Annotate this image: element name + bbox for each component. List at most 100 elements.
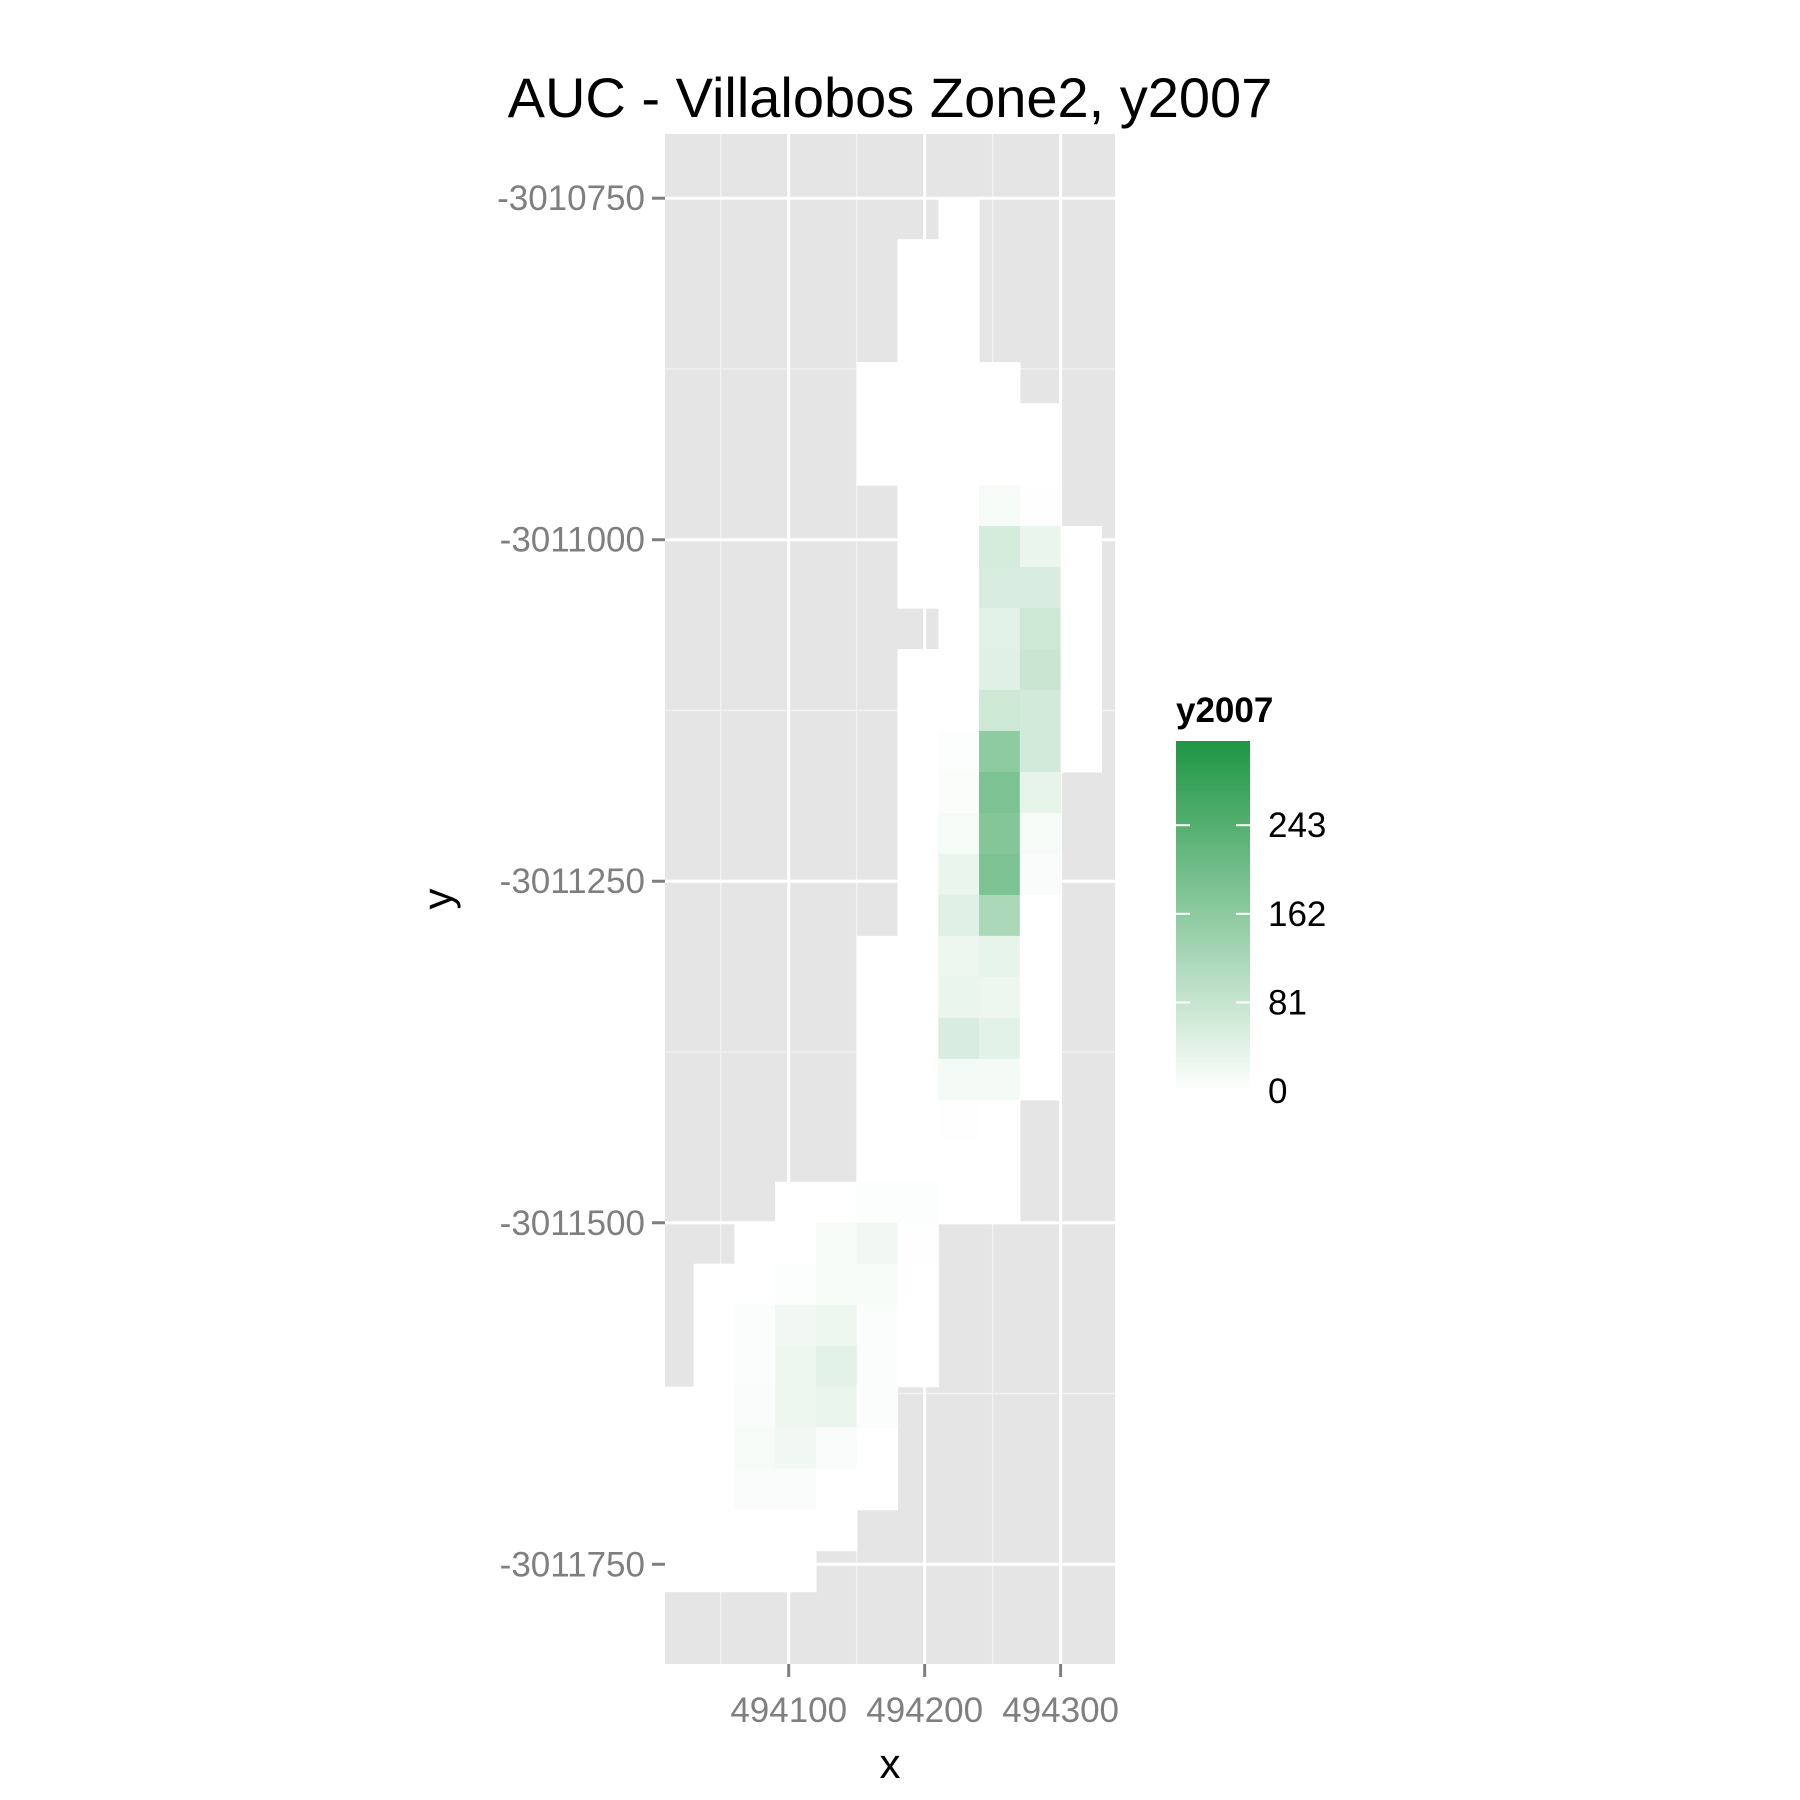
heatmap-cell xyxy=(856,403,899,445)
legend-label: 243 xyxy=(1268,806,1326,845)
heatmap-cell xyxy=(856,1099,899,1142)
heatmap-cell xyxy=(979,1140,1021,1183)
heatmap-cell xyxy=(938,198,980,240)
heatmap-cell xyxy=(856,1345,899,1388)
heatmap-cell xyxy=(897,1099,939,1142)
heatmap-cell xyxy=(938,403,980,445)
heatmap-cell xyxy=(979,689,1021,732)
heatmap-cell xyxy=(979,526,1021,568)
heatmap-cell xyxy=(979,567,1021,609)
legend: y2007 0 81 162 243 xyxy=(1176,691,1326,1111)
heatmap-cell xyxy=(979,485,1021,527)
heatmap-cell xyxy=(1019,894,1062,937)
heatmap-cell xyxy=(693,1345,735,1388)
heatmap-cell xyxy=(897,280,939,322)
heatmap-cell xyxy=(775,1468,817,1511)
heatmap-cell xyxy=(897,1017,939,1060)
heatmap-cell xyxy=(938,730,980,773)
heatmap-cell xyxy=(938,894,980,937)
heatmap-cell xyxy=(938,771,980,814)
heatmap-cell xyxy=(938,239,980,281)
heatmap-cell xyxy=(1060,526,1103,568)
heatmap-cell xyxy=(1019,1058,1062,1101)
heatmap-cell xyxy=(938,526,980,568)
heatmap-cell xyxy=(979,976,1021,1019)
heatmap-cell xyxy=(897,1181,939,1224)
legend-colorbar xyxy=(1176,741,1250,1091)
heatmap-cell xyxy=(815,1509,858,1552)
heatmap-cell xyxy=(979,730,1021,773)
chart-title: AUC - Villalobos Zone2, y2007 xyxy=(508,66,1273,129)
heatmap-cell xyxy=(775,1304,817,1347)
heatmap-cell xyxy=(693,1509,735,1552)
heatmap-cell xyxy=(897,567,939,609)
y-tick-label: -3011000 xyxy=(500,521,645,560)
heatmap-cell xyxy=(1019,608,1062,650)
heatmap-cell xyxy=(1019,567,1062,609)
heatmap-cell xyxy=(775,1263,817,1306)
x-tick-label: 494300 xyxy=(1002,1691,1119,1730)
heatmap-cell xyxy=(815,1386,858,1429)
heatmap-cell xyxy=(897,812,939,855)
heatmap-cell xyxy=(775,1181,817,1224)
heatmap-cell xyxy=(897,935,939,978)
heatmap-cell xyxy=(1019,649,1062,691)
heatmap-cell xyxy=(938,280,980,322)
heatmap-cell xyxy=(938,362,980,404)
heatmap-cell xyxy=(652,1509,695,1552)
heatmap-cell xyxy=(979,894,1021,937)
heatmap-cell xyxy=(693,1427,735,1470)
heatmap-cell xyxy=(856,1017,899,1060)
heatmap-cell xyxy=(856,1263,899,1306)
heatmap-cell xyxy=(897,976,939,1019)
heatmap-cell xyxy=(1019,1017,1062,1060)
x-axis-title: x xyxy=(880,1740,901,1787)
heatmap-cell xyxy=(734,1222,776,1265)
heatmap-cell xyxy=(1019,976,1062,1019)
heatmap-cell xyxy=(693,1263,735,1306)
heatmap-cell xyxy=(775,1509,817,1552)
heatmap-cell xyxy=(1019,526,1062,568)
heatmap-cell xyxy=(815,1222,858,1265)
heatmap-cell xyxy=(815,1304,858,1347)
y-tick-label: -3011750 xyxy=(500,1545,645,1584)
heatmap-cell xyxy=(979,812,1021,855)
heatmap-cell xyxy=(693,1304,735,1347)
heatmap-cell xyxy=(1019,771,1062,814)
heatmap-cell xyxy=(734,1509,776,1552)
heatmap-cell xyxy=(1019,403,1062,445)
heatmap-cell xyxy=(979,1017,1021,1060)
heatmap-cell xyxy=(938,608,980,650)
heatmap-cell xyxy=(693,1550,735,1593)
legend-label: 162 xyxy=(1268,895,1326,934)
heatmap-cell xyxy=(1060,649,1103,691)
heatmap-cell xyxy=(938,485,980,527)
heatmap-cell xyxy=(1019,485,1062,527)
heatmap-cell xyxy=(856,1304,899,1347)
heatmap-cell xyxy=(1060,689,1103,732)
heatmap-cell xyxy=(1019,730,1062,773)
heatmap-cell xyxy=(815,1263,858,1306)
heatmap-cell xyxy=(775,1345,817,1388)
heatmap-cell xyxy=(979,853,1021,896)
heatmap-cell xyxy=(1060,730,1103,773)
heatmap-cell xyxy=(897,649,939,691)
heatmap-cell xyxy=(1019,689,1062,732)
heatmap-cell xyxy=(1019,444,1062,486)
heatmap-cell xyxy=(652,1386,695,1429)
heatmap-cell xyxy=(856,1140,899,1183)
legend-label: 81 xyxy=(1268,983,1307,1022)
heatmap-cell xyxy=(979,1058,1021,1101)
heatmap-cell xyxy=(856,1427,899,1470)
legend-label: 0 xyxy=(1268,1072,1287,1111)
heatmap-cell xyxy=(1019,853,1062,896)
heatmap-cell xyxy=(897,1222,939,1265)
heatmap-cell xyxy=(775,1222,817,1265)
heatmap-cell xyxy=(979,1181,1021,1224)
x-axis: 494100 494200 494300 xyxy=(730,1664,1119,1730)
heatmap-cell xyxy=(938,444,980,486)
heatmap-cell xyxy=(856,1058,899,1101)
heatmap-cell xyxy=(979,771,1021,814)
heatmap-cell xyxy=(775,1427,817,1470)
heatmap-cell xyxy=(938,321,980,363)
